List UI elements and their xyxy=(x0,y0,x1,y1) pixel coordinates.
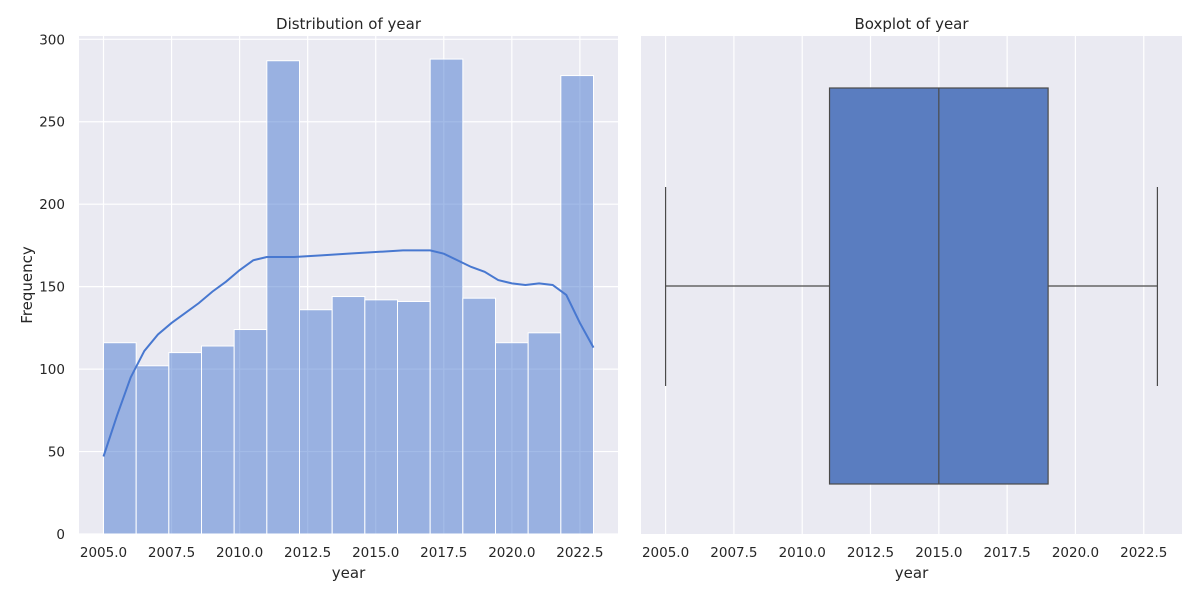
boxplot-x-tick-label: 2020.0 xyxy=(1052,545,1099,561)
histogram-y-tick-label: 150 xyxy=(39,280,65,296)
histogram-x-tick-label: 2017.5 xyxy=(420,545,467,561)
boxplot-x-tick-label: 2010.0 xyxy=(779,545,826,561)
histogram-x-tick-label: 2012.5 xyxy=(284,545,331,561)
boxplot-x-tick-label: 2022.5 xyxy=(1120,545,1167,561)
histogram-y-tick-label: 0 xyxy=(56,527,65,543)
histogram-y-tick-label: 100 xyxy=(39,362,65,378)
boxplot-x-tick-label: 2007.5 xyxy=(710,545,757,561)
histogram-title: Distribution of year xyxy=(276,15,422,33)
histogram-bar xyxy=(266,60,301,535)
histogram-x-tick-label: 2010.0 xyxy=(216,545,263,561)
kde-curve xyxy=(102,249,595,457)
boxplot-marks xyxy=(664,87,1159,485)
histogram-bar xyxy=(135,365,170,535)
histogram-y-axis-label: Frequency xyxy=(18,246,36,324)
histogram-bar xyxy=(299,309,333,535)
histogram-bar xyxy=(168,352,202,535)
histogram-bar xyxy=(397,300,431,535)
histogram-y-tick-label: 50 xyxy=(48,445,65,461)
histogram-bar xyxy=(495,342,529,535)
histogram-bars xyxy=(103,58,594,535)
histogram-bar xyxy=(527,332,562,535)
boxplot-x-tick-label: 2015.0 xyxy=(915,545,962,561)
histogram-bar xyxy=(103,342,137,535)
histogram-bar xyxy=(331,296,366,535)
histogram-bar xyxy=(201,345,235,535)
histogram-x-tick-label: 2007.5 xyxy=(148,545,195,561)
histogram-x-tick-label: 2015.0 xyxy=(352,545,399,561)
boxplot-x-tick-label: 2012.5 xyxy=(847,545,894,561)
boxplot-x-tick-labels: 2005.0 2007.5 2010.0 2012.5 2015.0 2017.5 2020… xyxy=(642,545,1167,561)
boxplot-x-axis-label: year xyxy=(895,564,929,582)
histogram-x-tick-label: 2022.5 xyxy=(556,545,603,561)
boxplot-x-tick-label: 2005.0 xyxy=(642,545,689,561)
histogram-y-tick-label: 200 xyxy=(39,197,65,213)
histogram-bar xyxy=(429,58,464,535)
histogram-y-tick-label: 250 xyxy=(39,115,65,131)
histogram-x-axis-label: year xyxy=(332,564,366,582)
histogram-x-tick-label: 2005.0 xyxy=(80,545,127,561)
histogram-x-tick-label: 2020.0 xyxy=(488,545,535,561)
histogram-bar xyxy=(462,297,497,535)
histogram-bar xyxy=(233,329,268,535)
boxplot-title: Boxplot of year xyxy=(854,15,969,33)
histogram-bar xyxy=(364,299,399,535)
histogram-y-tick-label: 300 xyxy=(39,32,65,48)
boxplot-chart: 2005.0 2007.5 2010.0 2012.5 2015.0 2017.5 2020… xyxy=(641,15,1182,582)
histogram-x-tick-labels: 2005.0 2007.5 2010.0 2012.5 2015.0 2017.5 2020… xyxy=(80,545,604,561)
histogram-chart: 2005.0 2007.5 2010.0 2012.5 2015.0 2017.5 2020… xyxy=(18,15,618,582)
histogram-y-tick-labels: 0 50 100 150 200 250 300 xyxy=(39,32,65,543)
boxplot-x-tick-label: 2017.5 xyxy=(984,545,1031,561)
histogram-bar xyxy=(560,75,594,535)
